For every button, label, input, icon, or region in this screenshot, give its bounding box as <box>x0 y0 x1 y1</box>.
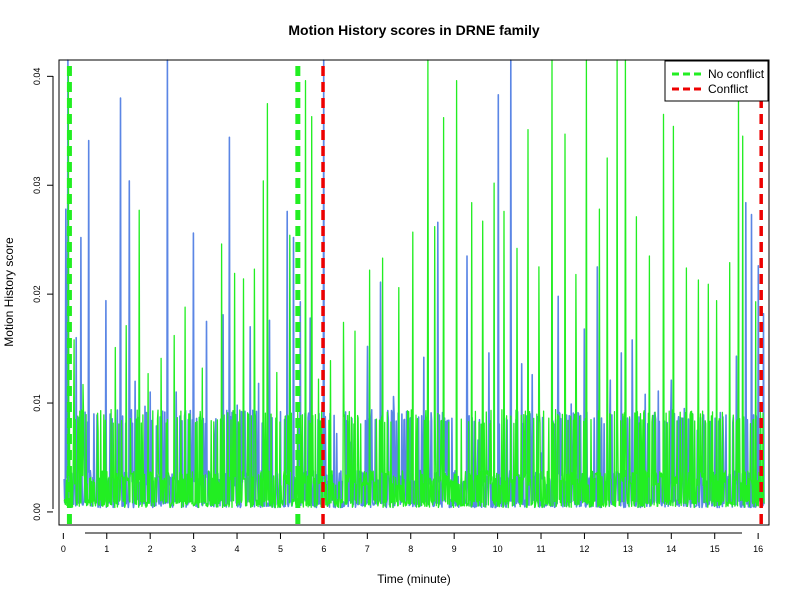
y-tick-label: 0.03 <box>32 176 42 194</box>
y-tick-label: 0.02 <box>32 285 42 303</box>
series-layer <box>63 59 765 509</box>
chart-title: Motion History scores in DRNE family <box>288 22 539 38</box>
x-tick-label: 2 <box>148 544 153 554</box>
legend: No conflict Conflict <box>664 60 769 102</box>
x-tick-label: 10 <box>493 544 503 554</box>
x-axis-title: Time (minute) <box>377 572 451 586</box>
x-tick-label: 7 <box>365 544 370 554</box>
x-tick-label: 1 <box>104 544 109 554</box>
x-axis: 0 1 2 3 4 5 6 7 8 9 10 11 12 13 14 15 16 <box>61 532 763 554</box>
x-tick-label: 14 <box>666 544 676 554</box>
vline-layer <box>66 66 763 525</box>
x-tick-label: 13 <box>623 544 633 554</box>
y-axis: 0.00 0.01 0.02 0.03 0.04 <box>32 68 54 521</box>
y-tick-label: 0.04 <box>32 68 42 86</box>
x-tick-label: 5 <box>278 544 283 554</box>
x-tick-label: 15 <box>710 544 720 554</box>
x-tick-label: 11 <box>536 544 545 554</box>
legend-box <box>664 60 769 102</box>
x-tick-label: 6 <box>321 544 326 554</box>
y-tick-label: 0.01 <box>32 394 42 412</box>
legend-label-conflict: Conflict <box>708 82 749 96</box>
x-tick-label: 4 <box>235 544 240 554</box>
legend-label-no-conflict: No conflict <box>708 67 765 81</box>
x-tick-label: 12 <box>579 544 589 554</box>
x-tick-label: 8 <box>408 544 413 554</box>
x-tick-label: 3 <box>191 544 196 554</box>
plot-frame <box>58 59 770 526</box>
series-line-1 <box>63 59 765 509</box>
y-axis-title: Motion History score <box>2 237 16 347</box>
x-tick-label: 0 <box>61 544 66 554</box>
x-tick-label: 16 <box>753 544 763 554</box>
x-tick-label: 9 <box>452 544 457 554</box>
y-tick-label: 0.00 <box>32 503 42 521</box>
